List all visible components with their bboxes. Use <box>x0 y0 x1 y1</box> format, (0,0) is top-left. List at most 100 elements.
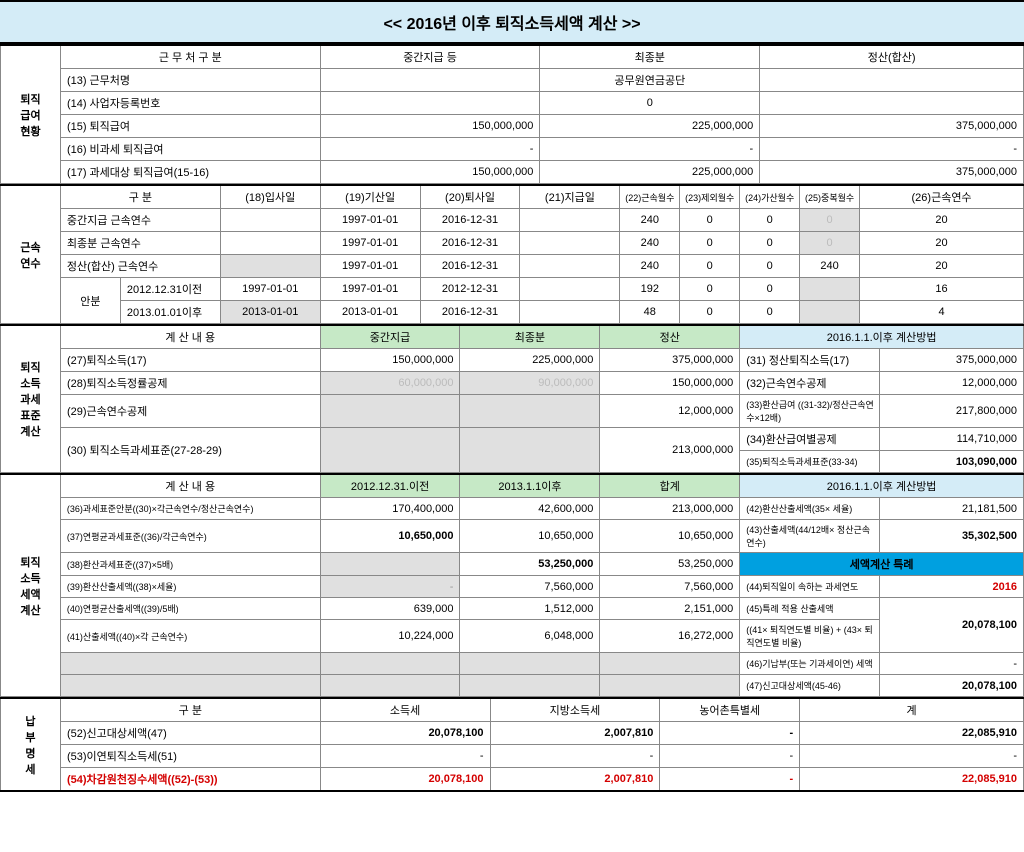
page-title: << 2016년 이후 퇴직소득세액 계산 >> <box>0 0 1024 44</box>
cell: 1997-01-01 <box>320 278 420 301</box>
hdr: 2016.1.1.이후 계산방법 <box>740 474 1024 498</box>
cell: 7,560,000 <box>600 576 740 598</box>
cell: 4 <box>860 301 1024 324</box>
cell: 2,007,810 <box>490 722 660 745</box>
row-label: (52)신고대상세액(47) <box>60 722 320 745</box>
cell: 20 <box>860 232 1024 255</box>
hdr: 합계 <box>600 474 740 498</box>
cell: - <box>660 745 800 768</box>
hdr: (21)지급일 <box>520 185 620 209</box>
cell <box>520 255 620 278</box>
side-label-1: 퇴직 급여 현황 <box>1 45 61 184</box>
cell <box>600 675 740 697</box>
hdr: (18)입사일 <box>220 185 320 209</box>
hdr: (26)근속연수 <box>860 185 1024 209</box>
cell: 170,400,000 <box>320 498 460 520</box>
cell: - <box>320 138 540 161</box>
hdr: 2016.1.1.이후 계산방법 <box>740 325 1024 349</box>
hdr: 최종분 <box>540 45 760 69</box>
row-label: (14) 사업자등록번호 <box>60 92 320 115</box>
cell: 375,000,000 <box>760 161 1024 184</box>
hdr: 계 <box>800 698 1024 722</box>
cell <box>460 395 600 428</box>
cell: 6,048,000 <box>460 620 600 653</box>
row-label: (41)산출세액((40)×각 근속연수) <box>60 620 320 653</box>
row-label: (13) 근무처명 <box>60 69 320 92</box>
hdr: (22)근속월수 <box>620 185 680 209</box>
cell: 240 <box>800 255 860 278</box>
cell: 20 <box>860 255 1024 278</box>
cell: 375,000,000 <box>880 349 1024 372</box>
cell: 48 <box>620 301 680 324</box>
cell: 225,000,000 <box>540 115 760 138</box>
cell: 60,000,000 <box>320 372 460 395</box>
cell <box>800 278 860 301</box>
cell: 12,000,000 <box>600 395 740 428</box>
cell: 1997-01-01 <box>320 232 420 255</box>
cell: 217,800,000 <box>880 395 1024 428</box>
hdr: 정산 <box>600 325 740 349</box>
cell: 150,000,000 <box>320 115 540 138</box>
cell <box>520 209 620 232</box>
cell <box>600 653 740 675</box>
cell <box>220 232 320 255</box>
cell: 0 <box>680 209 740 232</box>
cell <box>220 209 320 232</box>
hdr: 소득세 <box>320 698 490 722</box>
row-label: (40)연평균산출세액((39)/5배) <box>60 598 320 620</box>
cell: 0 <box>540 92 760 115</box>
cell: 10,650,000 <box>460 520 600 553</box>
cell <box>520 278 620 301</box>
cell: 2,007,810 <box>490 768 660 792</box>
cell: 7,560,000 <box>460 576 600 598</box>
cell: 150,000,000 <box>320 161 540 184</box>
cell <box>320 428 460 473</box>
side-label-4: 퇴직 소득 세액 계산 <box>1 474 61 697</box>
cell: 192 <box>620 278 680 301</box>
row-label: (27)퇴직소득(17) <box>60 349 320 372</box>
cell: 2013-01-01 <box>220 301 320 324</box>
row-label: (44)퇴직일이 속하는 과세연도 <box>740 576 880 598</box>
cell: 0 <box>740 209 800 232</box>
row-label: (42)환산산출세액(35× 세율) <box>740 498 880 520</box>
cell: 0 <box>800 209 860 232</box>
cell: - <box>320 576 460 598</box>
cell: 2,151,000 <box>600 598 740 620</box>
cell: 20,078,100 <box>320 768 490 792</box>
row-label: (47)신고대상세액(45-46) <box>740 675 880 697</box>
cell: 213,000,000 <box>600 498 740 520</box>
hdr: (19)기산일 <box>320 185 420 209</box>
cell: 0 <box>740 278 800 301</box>
cell <box>520 301 620 324</box>
row-label: 정산(합산) 근속연수 <box>60 255 220 278</box>
cell: 375,000,000 <box>760 115 1024 138</box>
hdr: 2013.1.1이후 <box>460 474 600 498</box>
section-tenure: 근속 연수 구 분 (18)입사일 (19)기산일 (20)퇴사일 (21)지급… <box>0 184 1024 324</box>
cell: 150,000,000 <box>600 372 740 395</box>
cell: - <box>880 653 1024 675</box>
cell: 0 <box>680 278 740 301</box>
row-label: (38)환산과세표준((37)×5배) <box>60 553 320 576</box>
side-label-3: 퇴직 소득 과세 표준 계산 <box>1 325 61 473</box>
hdr: 계 산 내 용 <box>60 325 320 349</box>
special-calc-label: 세액계산 특례 <box>740 553 1024 576</box>
cell: 1997-01-01 <box>320 255 420 278</box>
cell: - <box>660 722 800 745</box>
hdr: 중간지급 등 <box>320 45 540 69</box>
cell <box>460 675 600 697</box>
cell: 공무원연금공단 <box>540 69 760 92</box>
cell: - <box>490 745 660 768</box>
row-label: (32)근속연수공제 <box>740 372 880 395</box>
section-taxbase: 퇴직 소득 과세 표준 계산 계 산 내 용 중간지급 최종분 정산 2016.… <box>0 324 1024 473</box>
cell: 2013-01-01 <box>320 301 420 324</box>
cell: 16,272,000 <box>600 620 740 653</box>
cell <box>320 395 460 428</box>
cell <box>460 653 600 675</box>
side-label-2: 근속 연수 <box>1 185 61 324</box>
row-label: (53)이연퇴직소득세(51) <box>60 745 320 768</box>
cell: 22,085,910 <box>800 768 1024 792</box>
row-label: (45)특례 적용 산출세액 <box>740 598 880 620</box>
row-label: (16) 비과세 퇴직급여 <box>60 138 320 161</box>
cell: 103,090,000 <box>880 451 1024 473</box>
cell <box>320 69 540 92</box>
